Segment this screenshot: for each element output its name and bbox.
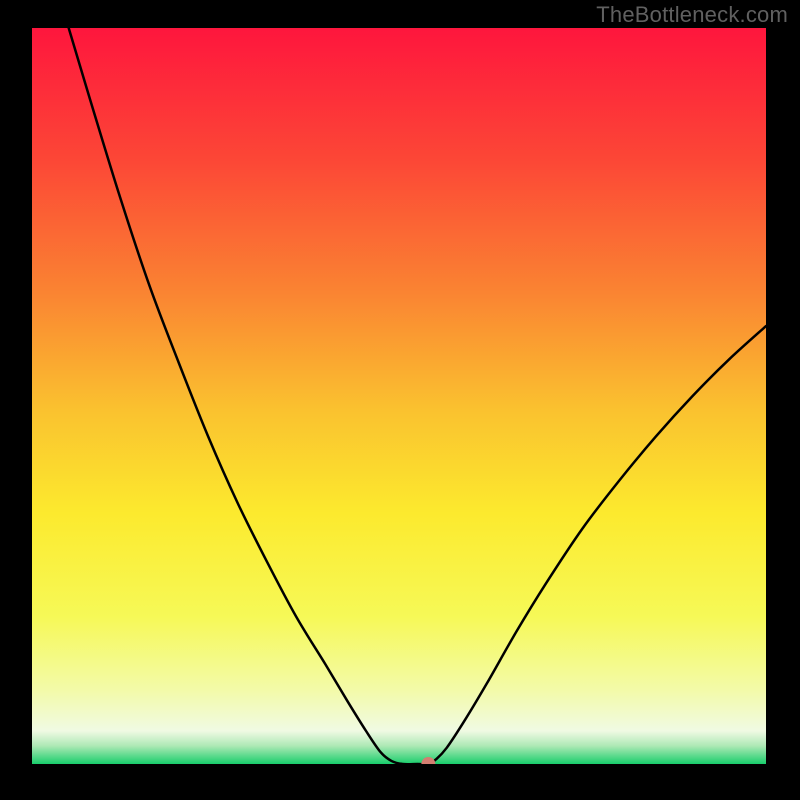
plot-background <box>32 28 766 764</box>
bottleneck-curve-chart <box>32 28 766 764</box>
watermark-label: TheBottleneck.com <box>596 2 788 28</box>
chart-frame: TheBottleneck.com <box>0 0 800 800</box>
